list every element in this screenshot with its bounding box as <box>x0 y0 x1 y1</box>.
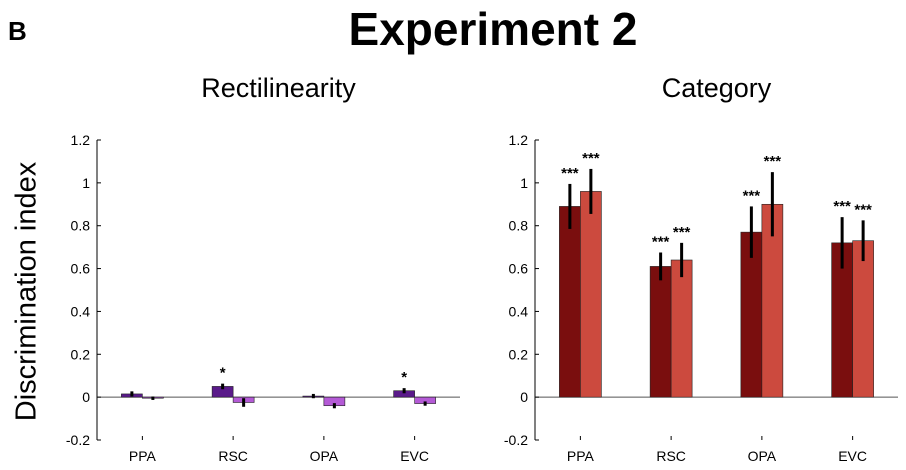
y-tick-label: 1 <box>82 175 90 191</box>
y-tick-label: 0 <box>82 389 90 405</box>
figure-title: Experiment 2 <box>348 3 638 55</box>
y-tick-label: 1 <box>520 175 528 191</box>
significance-marker: *** <box>743 187 761 204</box>
y-tick-label: 0.4 <box>509 303 529 319</box>
significance-marker: *** <box>582 150 600 167</box>
y-tick-label: 0.6 <box>71 261 91 277</box>
significance-marker: *** <box>854 201 872 218</box>
rectilinearity-chart: Rectilinearity -0.2 0 0.2 0.4 0.6 0.8 1 1.2 PPA RS… <box>66 73 460 464</box>
x-tick-label: OPA <box>748 448 777 464</box>
panel-label: B <box>8 16 27 46</box>
y-tick-label: 0.6 <box>509 261 529 277</box>
y-tick-label: 1.2 <box>509 132 529 148</box>
x-tick-label: EVC <box>400 448 429 464</box>
significance-marker: *** <box>673 224 691 241</box>
y-tick-label: 0.8 <box>509 218 529 234</box>
bar <box>559 206 581 398</box>
significance-marker: *** <box>652 234 670 251</box>
significance-marker: *** <box>561 165 579 182</box>
y-tick-label: -0.2 <box>504 432 528 448</box>
x-tick-label: RSC <box>656 448 686 464</box>
significance-marker: * <box>401 369 407 386</box>
y-tick-label: 0.2 <box>71 346 91 362</box>
y-tick-label: 0.2 <box>509 346 529 362</box>
bar <box>670 259 693 398</box>
x-tick-label: RSC <box>218 448 248 464</box>
chart-title: Category <box>662 73 772 103</box>
x-tick-label: PPA <box>567 448 595 464</box>
y-tick-label: 0 <box>520 389 528 405</box>
y-tick-label: 1.2 <box>71 132 91 148</box>
bar <box>852 240 874 398</box>
bar <box>580 191 602 398</box>
significance-marker: *** <box>764 153 782 170</box>
y-tick-label: 0.4 <box>71 303 91 319</box>
significance-marker: * <box>220 365 226 382</box>
x-tick-label: OPA <box>310 448 339 464</box>
significance-marker: *** <box>833 198 851 215</box>
bar <box>649 266 672 398</box>
chart-title: Rectilinearity <box>201 73 356 103</box>
x-tick-label: PPA <box>129 448 157 464</box>
y-tick-label: 0.8 <box>71 218 91 234</box>
category-chart: Category-0.200.20.40.60.811.2PPA******RS… <box>504 73 898 464</box>
x-tick-label: EVC <box>838 448 867 464</box>
y-tick-label: -0.2 <box>66 432 90 448</box>
